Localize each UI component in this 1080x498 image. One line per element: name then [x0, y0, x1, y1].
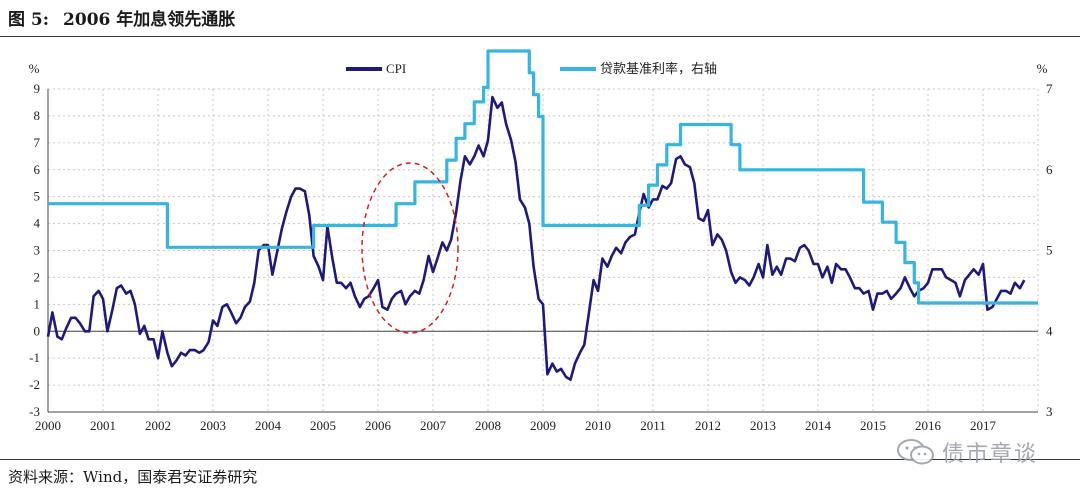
- figure-title: 图 5: 2006 年加息领先通胀: [8, 5, 235, 30]
- y-left-tick-label: 4: [34, 216, 41, 231]
- axes: %%: [29, 61, 1048, 413]
- y-right-unit: %: [1037, 61, 1048, 76]
- y-right-tick-label: 6: [1046, 162, 1053, 177]
- x-tick-label: 2002: [145, 418, 171, 433]
- y-left-unit: %: [29, 61, 40, 76]
- x-tick-label: 2011: [640, 418, 666, 433]
- x-tick-label: 2016: [915, 418, 942, 433]
- x-tick-label: 2003: [200, 418, 226, 433]
- highlight-ellipse: [361, 162, 459, 334]
- watermark: 债市章谈: [896, 436, 1066, 468]
- wechat-icon: [897, 439, 934, 465]
- x-tick-label: 2012: [695, 418, 721, 433]
- grid: [47, 88, 1039, 413]
- y-right-tick-label: 4: [1046, 323, 1053, 338]
- y-left-tick-label: 7: [34, 135, 41, 150]
- series-line-cpi: [46, 95, 1026, 381]
- bottom-rule: [0, 459, 1080, 460]
- y-left-tick-label: 1: [34, 296, 41, 311]
- y-right-tick-label: 5: [1046, 243, 1053, 258]
- y-left-tick-label: -1: [29, 350, 40, 365]
- watermark-text: 债市章谈: [942, 442, 1039, 467]
- figure-label: 图 5:: [8, 10, 50, 30]
- x-tick-label: 2005: [310, 418, 336, 433]
- x-tick-label: 2001: [90, 418, 116, 433]
- y-right-tick-label: 7: [1046, 81, 1053, 96]
- x-tick-label: 2008: [475, 418, 501, 433]
- y-right-tick-label: 3: [1046, 404, 1053, 419]
- top-rule: [0, 36, 1080, 37]
- legend-label: CPI: [386, 61, 406, 76]
- x-tick-label: 2009: [530, 418, 556, 433]
- x-tick-label: 2004: [255, 418, 282, 433]
- source-note: 资料来源：Wind，国泰君安证券研究: [8, 468, 258, 486]
- y-left-tick-label: -2: [29, 377, 40, 392]
- y-left-tick-label: 0: [34, 323, 41, 338]
- legend-label: 贷款基准利率，右轴: [600, 61, 717, 76]
- y-left-tick-label: 8: [34, 108, 41, 123]
- x-tick-label: 2006: [365, 418, 392, 433]
- y-left-tick-label: 9: [34, 81, 41, 96]
- x-tick-label: 2017: [970, 418, 997, 433]
- y-left-tick-label: -3: [29, 404, 40, 419]
- x-ticks: 2000 2001 2002 2003 2004 2005 2006 2007 2008 2009…: [35, 418, 997, 433]
- figure-title-text: 2006 年加息领先通胀: [63, 10, 236, 30]
- x-tick-label: 2010: [585, 418, 611, 433]
- y-left-tick-label: 2: [34, 269, 41, 284]
- y-left-tick-label: 5: [34, 189, 41, 204]
- x-tick-label: 2000: [35, 418, 61, 433]
- y-left-ticks: -3 -2 -1 0 1 2 3 4 5 6 7 8 9: [29, 81, 40, 419]
- series-line-rate: [48, 49, 1038, 305]
- legend: CPI 贷款基准利率，右轴: [346, 61, 717, 76]
- x-tick-label: 2013: [750, 418, 776, 433]
- series-layer: [46, 49, 1038, 381]
- y-left-tick-label: 3: [34, 243, 41, 258]
- x-tick-label: 2015: [860, 418, 886, 433]
- y-left-tick-label: 6: [34, 162, 41, 177]
- y-right-ticks: 3 4 5 6 7: [1046, 81, 1053, 419]
- x-tick-label: 2007: [420, 418, 447, 433]
- x-tick-label: 2014: [805, 418, 832, 433]
